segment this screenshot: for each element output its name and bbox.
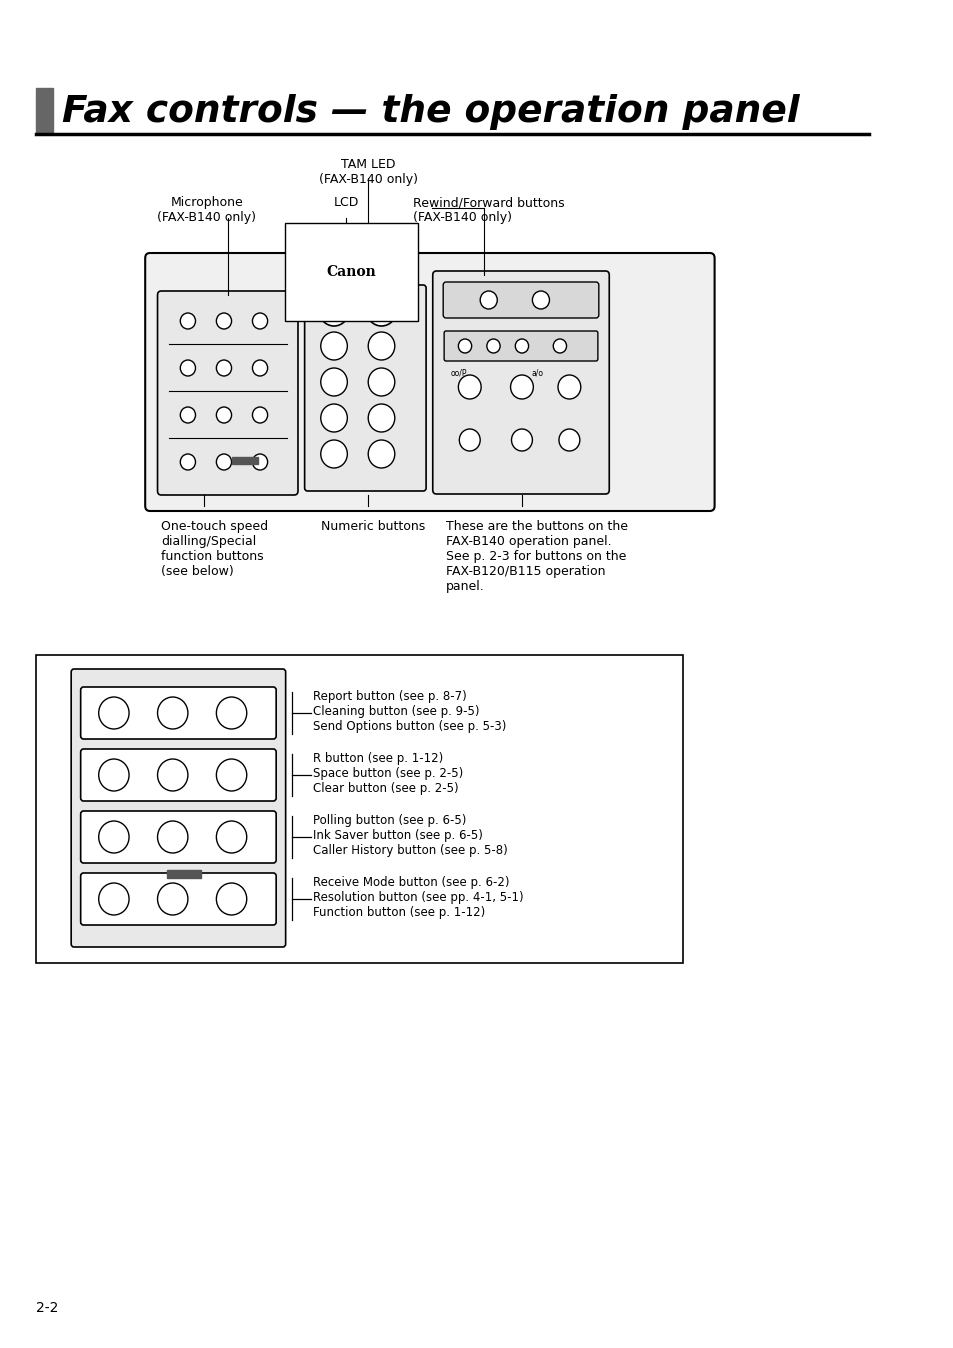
FancyBboxPatch shape xyxy=(71,669,285,948)
Circle shape xyxy=(457,375,480,399)
Circle shape xyxy=(180,454,195,470)
Circle shape xyxy=(98,821,129,853)
Circle shape xyxy=(320,332,347,360)
Circle shape xyxy=(216,360,232,376)
Circle shape xyxy=(216,883,247,915)
FancyBboxPatch shape xyxy=(433,271,609,493)
Circle shape xyxy=(457,338,471,353)
Circle shape xyxy=(510,375,533,399)
Circle shape xyxy=(368,404,395,431)
Text: Numeric buttons: Numeric buttons xyxy=(320,520,425,532)
Bar xyxy=(232,457,258,464)
Circle shape xyxy=(368,439,395,468)
Circle shape xyxy=(558,429,579,452)
Circle shape xyxy=(98,697,129,729)
Text: a/o: a/o xyxy=(531,368,543,377)
FancyBboxPatch shape xyxy=(81,749,275,801)
Circle shape xyxy=(320,368,347,396)
Text: TAM LED
(FAX-B140 only): TAM LED (FAX-B140 only) xyxy=(318,158,417,186)
Circle shape xyxy=(216,697,247,729)
Text: These are the buttons on the
FAX-B140 operation panel.
See p. 2-3 for buttons on: These are the buttons on the FAX-B140 op… xyxy=(446,520,627,593)
Circle shape xyxy=(515,338,528,353)
Circle shape xyxy=(216,407,232,423)
Text: One-touch speed
dialling/Special
function buttons
(see below): One-touch speed dialling/Special functio… xyxy=(161,520,268,578)
Circle shape xyxy=(511,429,532,452)
Circle shape xyxy=(558,375,580,399)
Text: R button (see p. 1-12)
Space button (see p. 2-5)
Clear button (see p. 2-5): R button (see p. 1-12) Space button (see… xyxy=(313,752,463,795)
Circle shape xyxy=(98,883,129,915)
Circle shape xyxy=(157,697,188,729)
FancyBboxPatch shape xyxy=(443,282,598,318)
Circle shape xyxy=(180,360,195,376)
Circle shape xyxy=(157,759,188,791)
FancyBboxPatch shape xyxy=(157,291,297,495)
Circle shape xyxy=(320,404,347,431)
Bar xyxy=(167,869,201,878)
Circle shape xyxy=(253,360,268,376)
Text: LCD: LCD xyxy=(334,195,358,209)
Circle shape xyxy=(318,294,349,326)
Circle shape xyxy=(157,883,188,915)
Circle shape xyxy=(253,454,268,470)
Circle shape xyxy=(368,332,395,360)
Circle shape xyxy=(180,407,195,423)
Circle shape xyxy=(180,313,195,329)
Circle shape xyxy=(479,291,497,309)
FancyBboxPatch shape xyxy=(81,687,275,739)
Bar xyxy=(36,655,682,962)
Bar xyxy=(36,88,53,132)
Text: Microphone
(FAX-B140 only): Microphone (FAX-B140 only) xyxy=(157,195,256,224)
Circle shape xyxy=(253,407,268,423)
Text: Fax controls — the operation panel: Fax controls — the operation panel xyxy=(62,94,799,129)
Circle shape xyxy=(366,294,396,326)
Circle shape xyxy=(486,338,499,353)
Text: Rewind/Forward buttons
(FAX-B140 only): Rewind/Forward buttons (FAX-B140 only) xyxy=(413,195,564,224)
Circle shape xyxy=(98,759,129,791)
Circle shape xyxy=(216,821,247,853)
FancyBboxPatch shape xyxy=(145,253,714,511)
Text: Canon: Canon xyxy=(326,266,375,279)
Circle shape xyxy=(553,338,566,353)
Circle shape xyxy=(157,821,188,853)
Circle shape xyxy=(216,759,247,791)
FancyBboxPatch shape xyxy=(81,811,275,863)
Text: Polling button (see p. 6-5)
Ink Saver button (see p. 6-5)
Caller History button : Polling button (see p. 6-5) Ink Saver bu… xyxy=(313,814,507,857)
Circle shape xyxy=(216,313,232,329)
FancyBboxPatch shape xyxy=(444,332,598,361)
Circle shape xyxy=(320,439,347,468)
Circle shape xyxy=(368,368,395,396)
Circle shape xyxy=(253,313,268,329)
Circle shape xyxy=(216,454,232,470)
Text: 2-2: 2-2 xyxy=(36,1301,58,1316)
Text: oo/P: oo/P xyxy=(451,368,467,377)
Text: Report button (see p. 8-7)
Cleaning button (see p. 9-5)
Send Options button (see: Report button (see p. 8-7) Cleaning butt… xyxy=(313,690,506,733)
FancyBboxPatch shape xyxy=(81,874,275,925)
Circle shape xyxy=(532,291,549,309)
Text: Receive Mode button (see p. 6-2)
Resolution button (see pp. 4-1, 5-1)
Function b: Receive Mode button (see p. 6-2) Resolut… xyxy=(313,876,523,919)
FancyBboxPatch shape xyxy=(304,284,426,491)
Circle shape xyxy=(458,429,479,452)
